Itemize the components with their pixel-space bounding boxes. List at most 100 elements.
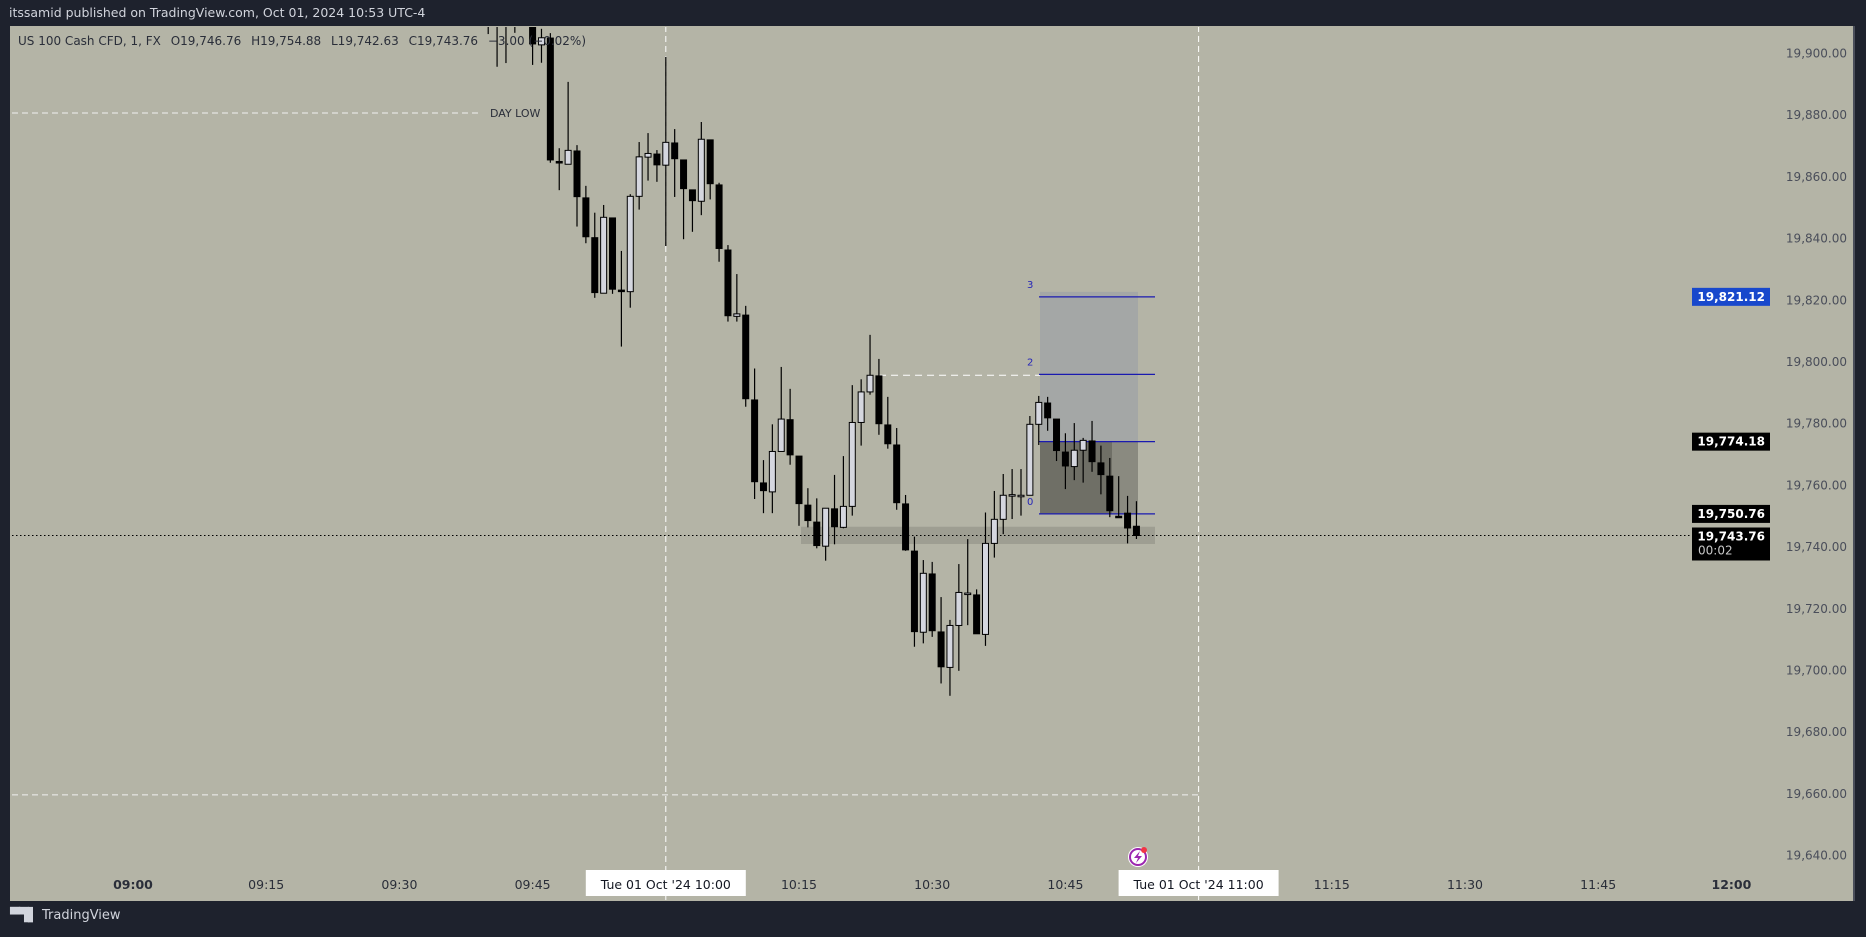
candle-body-up	[697, 138, 705, 202]
price-tick-label: 19,760.00	[1786, 478, 1847, 492]
candle	[626, 194, 634, 308]
price-tick-label: 19,640.00	[1786, 849, 1847, 863]
price-axis[interactable]: 19,900.00 19,880.00 19,860.00 19,840.00 19,8…	[1786, 47, 1847, 863]
time-tick-label: 11:30	[1447, 877, 1483, 892]
candle	[573, 145, 581, 227]
candle	[662, 56, 670, 247]
candle	[1061, 433, 1069, 490]
right-frame	[1854, 26, 1866, 901]
day-low-label: DAY LOW	[490, 107, 541, 120]
price-label-level1: 19,774.18	[1692, 432, 1770, 451]
candle	[617, 250, 625, 347]
candle	[857, 379, 865, 446]
candle-body-down	[671, 142, 679, 160]
candle	[839, 456, 847, 529]
candle	[671, 129, 679, 197]
candle	[706, 139, 714, 200]
candle-body-down	[715, 184, 723, 249]
candle	[680, 159, 688, 240]
candle-body-up	[955, 591, 963, 626]
candle-body-down	[555, 160, 563, 164]
candle	[981, 512, 989, 646]
candle	[822, 507, 830, 561]
time-tick-label: 10:15	[781, 877, 817, 892]
candle-body-down	[609, 217, 617, 290]
candle-body-down	[706, 139, 714, 185]
candle-body-up	[839, 505, 847, 528]
price-tick-label: 19,680.00	[1786, 725, 1847, 739]
price-tick-label: 19,740.00	[1786, 540, 1847, 554]
price-tick-label: 19,900.00	[1786, 47, 1847, 61]
time-tick-label-date: Tue 01 Oct '24 11:00	[1133, 877, 1264, 892]
candle	[999, 473, 1007, 535]
publish-info: itssamid published on TradingView.com, O…	[9, 5, 426, 20]
candle-body-up	[1026, 423, 1034, 496]
legend-symbol: US 100 Cash CFD, 1, FX	[18, 34, 161, 48]
candle-body-up	[564, 149, 572, 165]
candle-body-down	[813, 521, 821, 547]
candle	[609, 217, 617, 294]
candle	[813, 498, 821, 549]
candle-body-down	[1106, 475, 1114, 512]
price-label-level0: 19,750.76	[1692, 504, 1770, 523]
candle-body-down	[973, 594, 981, 635]
price-tick-label: 19,880.00	[1786, 108, 1847, 122]
lightning-icon[interactable]	[1128, 847, 1148, 867]
candle	[910, 536, 918, 647]
time-tick-label: 11:45	[1580, 877, 1616, 892]
tradingview-logo-icon: ▀▜▌	[10, 908, 38, 923]
candle	[848, 385, 856, 516]
candle	[564, 81, 572, 165]
chart-background	[10, 26, 1854, 901]
candle-body-up	[964, 592, 972, 596]
price-tick-label: 19,660.00	[1786, 787, 1847, 801]
candle-body-down	[884, 424, 892, 445]
price-label-target: 19,821.12	[1692, 287, 1770, 306]
candle-body-down	[902, 503, 910, 551]
candle	[919, 560, 927, 644]
candle-body-down	[680, 159, 688, 190]
time-axis[interactable]: 09:00 09:15 09:30 09:45 Tue 01 Oct '24 10:00…	[113, 870, 1752, 896]
candle	[715, 182, 723, 262]
candle-body-down	[751, 399, 759, 483]
candle	[546, 33, 554, 163]
price-tick-label: 19,860.00	[1786, 170, 1847, 184]
time-crosshair-label	[585, 870, 746, 896]
candle-body-up	[990, 518, 998, 544]
candle	[804, 488, 812, 528]
candle-body-down	[653, 153, 661, 166]
candle	[759, 460, 767, 514]
support-zone[interactable]	[801, 526, 1155, 545]
candle	[591, 212, 599, 298]
candle-body-up	[822, 507, 830, 547]
candle-body-down	[804, 504, 812, 522]
candle-body-up	[537, 37, 545, 46]
bar-countdown: 00:02	[1698, 544, 1733, 558]
candle-body-up	[635, 156, 643, 197]
target-box[interactable]	[1040, 291, 1138, 442]
candle	[653, 150, 661, 182]
candle	[937, 597, 945, 684]
candle	[1124, 495, 1132, 544]
candle-body-up	[848, 421, 856, 507]
candle	[582, 185, 590, 244]
candle	[644, 133, 652, 181]
price-tick-label: 19,820.00	[1786, 293, 1847, 307]
candle	[555, 148, 563, 191]
candle	[537, 28, 545, 63]
candle	[893, 428, 901, 510]
price-label-target-text: 19,821.12	[1697, 290, 1765, 304]
candle	[529, 27, 537, 65]
candle-body-down	[617, 289, 625, 293]
price-label-last-text: 19,743.76	[1697, 530, 1765, 544]
time-tick-label: 10:30	[914, 877, 950, 892]
fib-label-2: 2	[1027, 357, 1033, 368]
price-tick-label: 19,840.00	[1786, 232, 1847, 246]
candle	[1070, 423, 1078, 481]
candle-body-up	[1079, 439, 1087, 451]
candle-body-up	[857, 391, 865, 423]
candle	[973, 589, 981, 635]
candle-body-down	[1053, 418, 1061, 452]
candles	[487, 27, 1140, 696]
